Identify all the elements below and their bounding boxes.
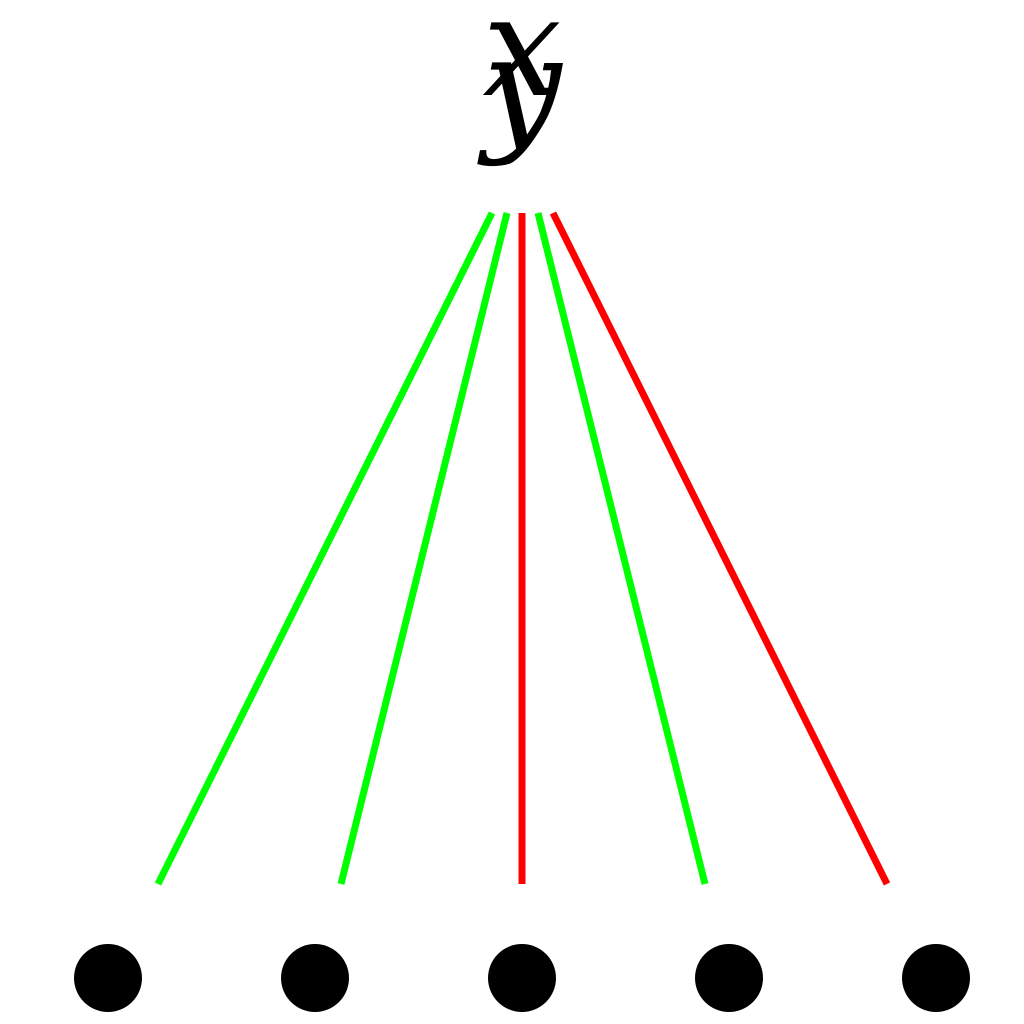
- leaf-node-4: [902, 944, 970, 1012]
- edges: [154, 211, 891, 886]
- edge-4-red: [549, 211, 891, 886]
- root-glyph-x: x: [483, 0, 562, 129]
- leaf-node-0: [74, 944, 142, 1012]
- root-label: x y: [476, 0, 563, 169]
- leaf-node-3: [695, 944, 763, 1012]
- edge-3-green: [534, 212, 709, 885]
- edge-0-green: [154, 211, 496, 886]
- edge-1-green: [337, 212, 511, 885]
- leaf-nodes: [74, 944, 970, 1012]
- leaf-node-1: [281, 944, 349, 1012]
- root-glyph-y: y: [476, 6, 563, 169]
- leaf-node-2: [488, 944, 556, 1012]
